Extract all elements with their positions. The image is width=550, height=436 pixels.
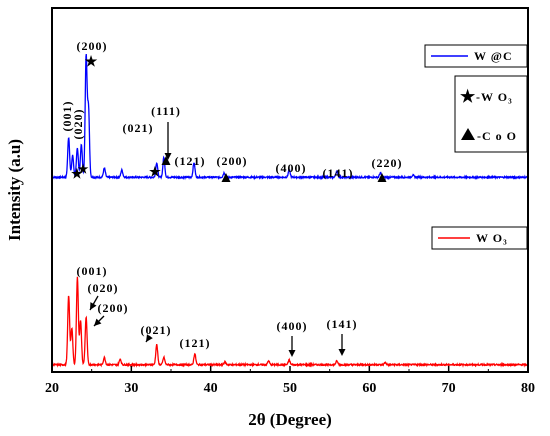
legend-wc-label: W @C <box>474 49 513 63</box>
x-tick-label: 30 <box>124 381 138 396</box>
peak-annotation: (141) <box>323 166 354 180</box>
x-tick-label: 40 <box>204 381 218 396</box>
axes-layer: 20 30 40 50 60 70 80 <box>45 366 535 396</box>
x-tick-label: 50 <box>283 381 297 396</box>
legend-wc-box <box>424 44 528 68</box>
peak-annotation: (121) <box>175 154 206 168</box>
peak-annotation: (200) <box>98 301 129 315</box>
triangle-icon <box>161 156 171 165</box>
star-icon: ★ <box>71 166 83 181</box>
arrow-head <box>90 302 97 310</box>
peak-annotation: (021) <box>123 121 154 135</box>
peak-annotation: (020) <box>88 281 119 295</box>
peak-annotation: (400) <box>277 319 308 333</box>
y-axis-label: Intensity (a.u) <box>5 139 24 241</box>
peak-annotation: (111) <box>151 104 181 118</box>
peak-annotation: (200) <box>77 39 108 53</box>
legend-phases: ★ -W O₃ -C o O <box>454 75 528 153</box>
peak-annotation: (020) <box>71 109 85 140</box>
arrow-head <box>164 153 172 160</box>
peak-annotation: (001) <box>77 264 108 278</box>
x-tick-label: 20 <box>45 381 59 396</box>
peak-annotation: (141) <box>327 317 358 331</box>
peak-annotation: (001) <box>60 101 74 132</box>
legend-wo3-phase-label: -W O₃ <box>476 90 513 104</box>
legend-triangle-icon <box>461 128 475 140</box>
peak-annotation: (400) <box>276 161 307 175</box>
x-axis-label: 2θ (Degree) <box>248 410 332 429</box>
peak-annotation: (220) <box>372 156 403 170</box>
x-tick-label: 80 <box>521 381 535 396</box>
legend-star-icon: ★ <box>460 87 476 106</box>
markers-layer: ★★★ ★ <box>71 54 387 357</box>
star-icon: ★ <box>78 162 89 176</box>
arrow-head <box>288 350 296 357</box>
peak-annotation: (200) <box>217 154 248 168</box>
star-icon: ★ <box>85 54 98 70</box>
x-tick-label: 60 <box>362 381 376 396</box>
arrow-head <box>146 334 153 342</box>
triangle-icon <box>377 173 387 182</box>
peak-annotation: (121) <box>180 336 211 350</box>
series-line-wo3 <box>51 276 529 368</box>
series-line-wc <box>51 53 529 181</box>
legend-wo3: W O₃ <box>431 226 528 250</box>
peak-annotation: (021) <box>141 323 172 337</box>
arrow-head <box>94 318 102 326</box>
curves-layer <box>51 53 529 368</box>
triangle-icon <box>221 173 231 182</box>
legend-wo3-label: W O₃ <box>476 231 508 245</box>
arrow-head <box>338 349 346 356</box>
annotations-layer: (200)(001)(020) (021)(111)(121) (200) (400)… <box>60 39 403 350</box>
legend-coo-phase-label: -C o O <box>477 129 517 143</box>
legend-wo3-box <box>431 226 528 250</box>
legend-wc: W @C <box>424 44 528 68</box>
star-icon: ★ <box>149 164 161 179</box>
x-tick-label: 70 <box>442 381 456 396</box>
